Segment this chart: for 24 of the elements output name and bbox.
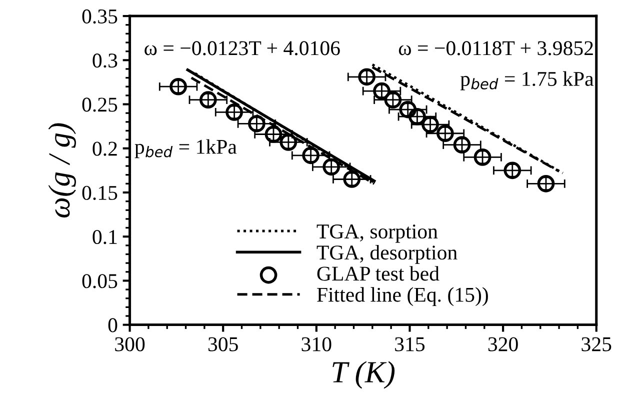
x-tick-label: 310 <box>302 337 332 352</box>
y-axis-title: ω(g / g) <box>48 123 76 218</box>
y-tick-label: 0.25 <box>82 98 118 112</box>
annotation: p$_{bed}$ = 1kPa <box>134 139 237 158</box>
x-tick-label: 325 <box>582 337 612 352</box>
y-tick-label: 0.35 <box>82 9 118 24</box>
x-tick-label: 315 <box>395 337 425 352</box>
y-tick-label: 0 <box>108 318 118 332</box>
y-tick-label: 0.05 <box>82 274 118 288</box>
annotation: p$_{bed}$ = 1.75 kPa <box>460 71 594 90</box>
annotation: ω = −0.0123T + 4.0106 <box>144 41 340 56</box>
legend-label: Fitted line (Eq. (15)) <box>317 287 488 306</box>
y-tick-label: 0.3 <box>92 54 118 68</box>
legend-label: TGA, desorption <box>316 244 458 264</box>
x-tick-label: 300 <box>115 337 145 352</box>
x-tick-label: 320 <box>488 337 518 352</box>
y-tick-label: 0.2 <box>92 142 117 156</box>
legend-label: TGA, sorption <box>316 224 438 243</box>
y-tick-label: 0.1 <box>92 230 117 244</box>
y-tick-label: 0.15 <box>82 186 118 200</box>
annotation: ω = −0.0118T + 3.9852 <box>398 41 593 56</box>
x-axis-title: T (K) <box>332 361 395 389</box>
legend-label: GLAP test bed <box>317 266 440 281</box>
x-tick-label: 305 <box>208 337 238 352</box>
